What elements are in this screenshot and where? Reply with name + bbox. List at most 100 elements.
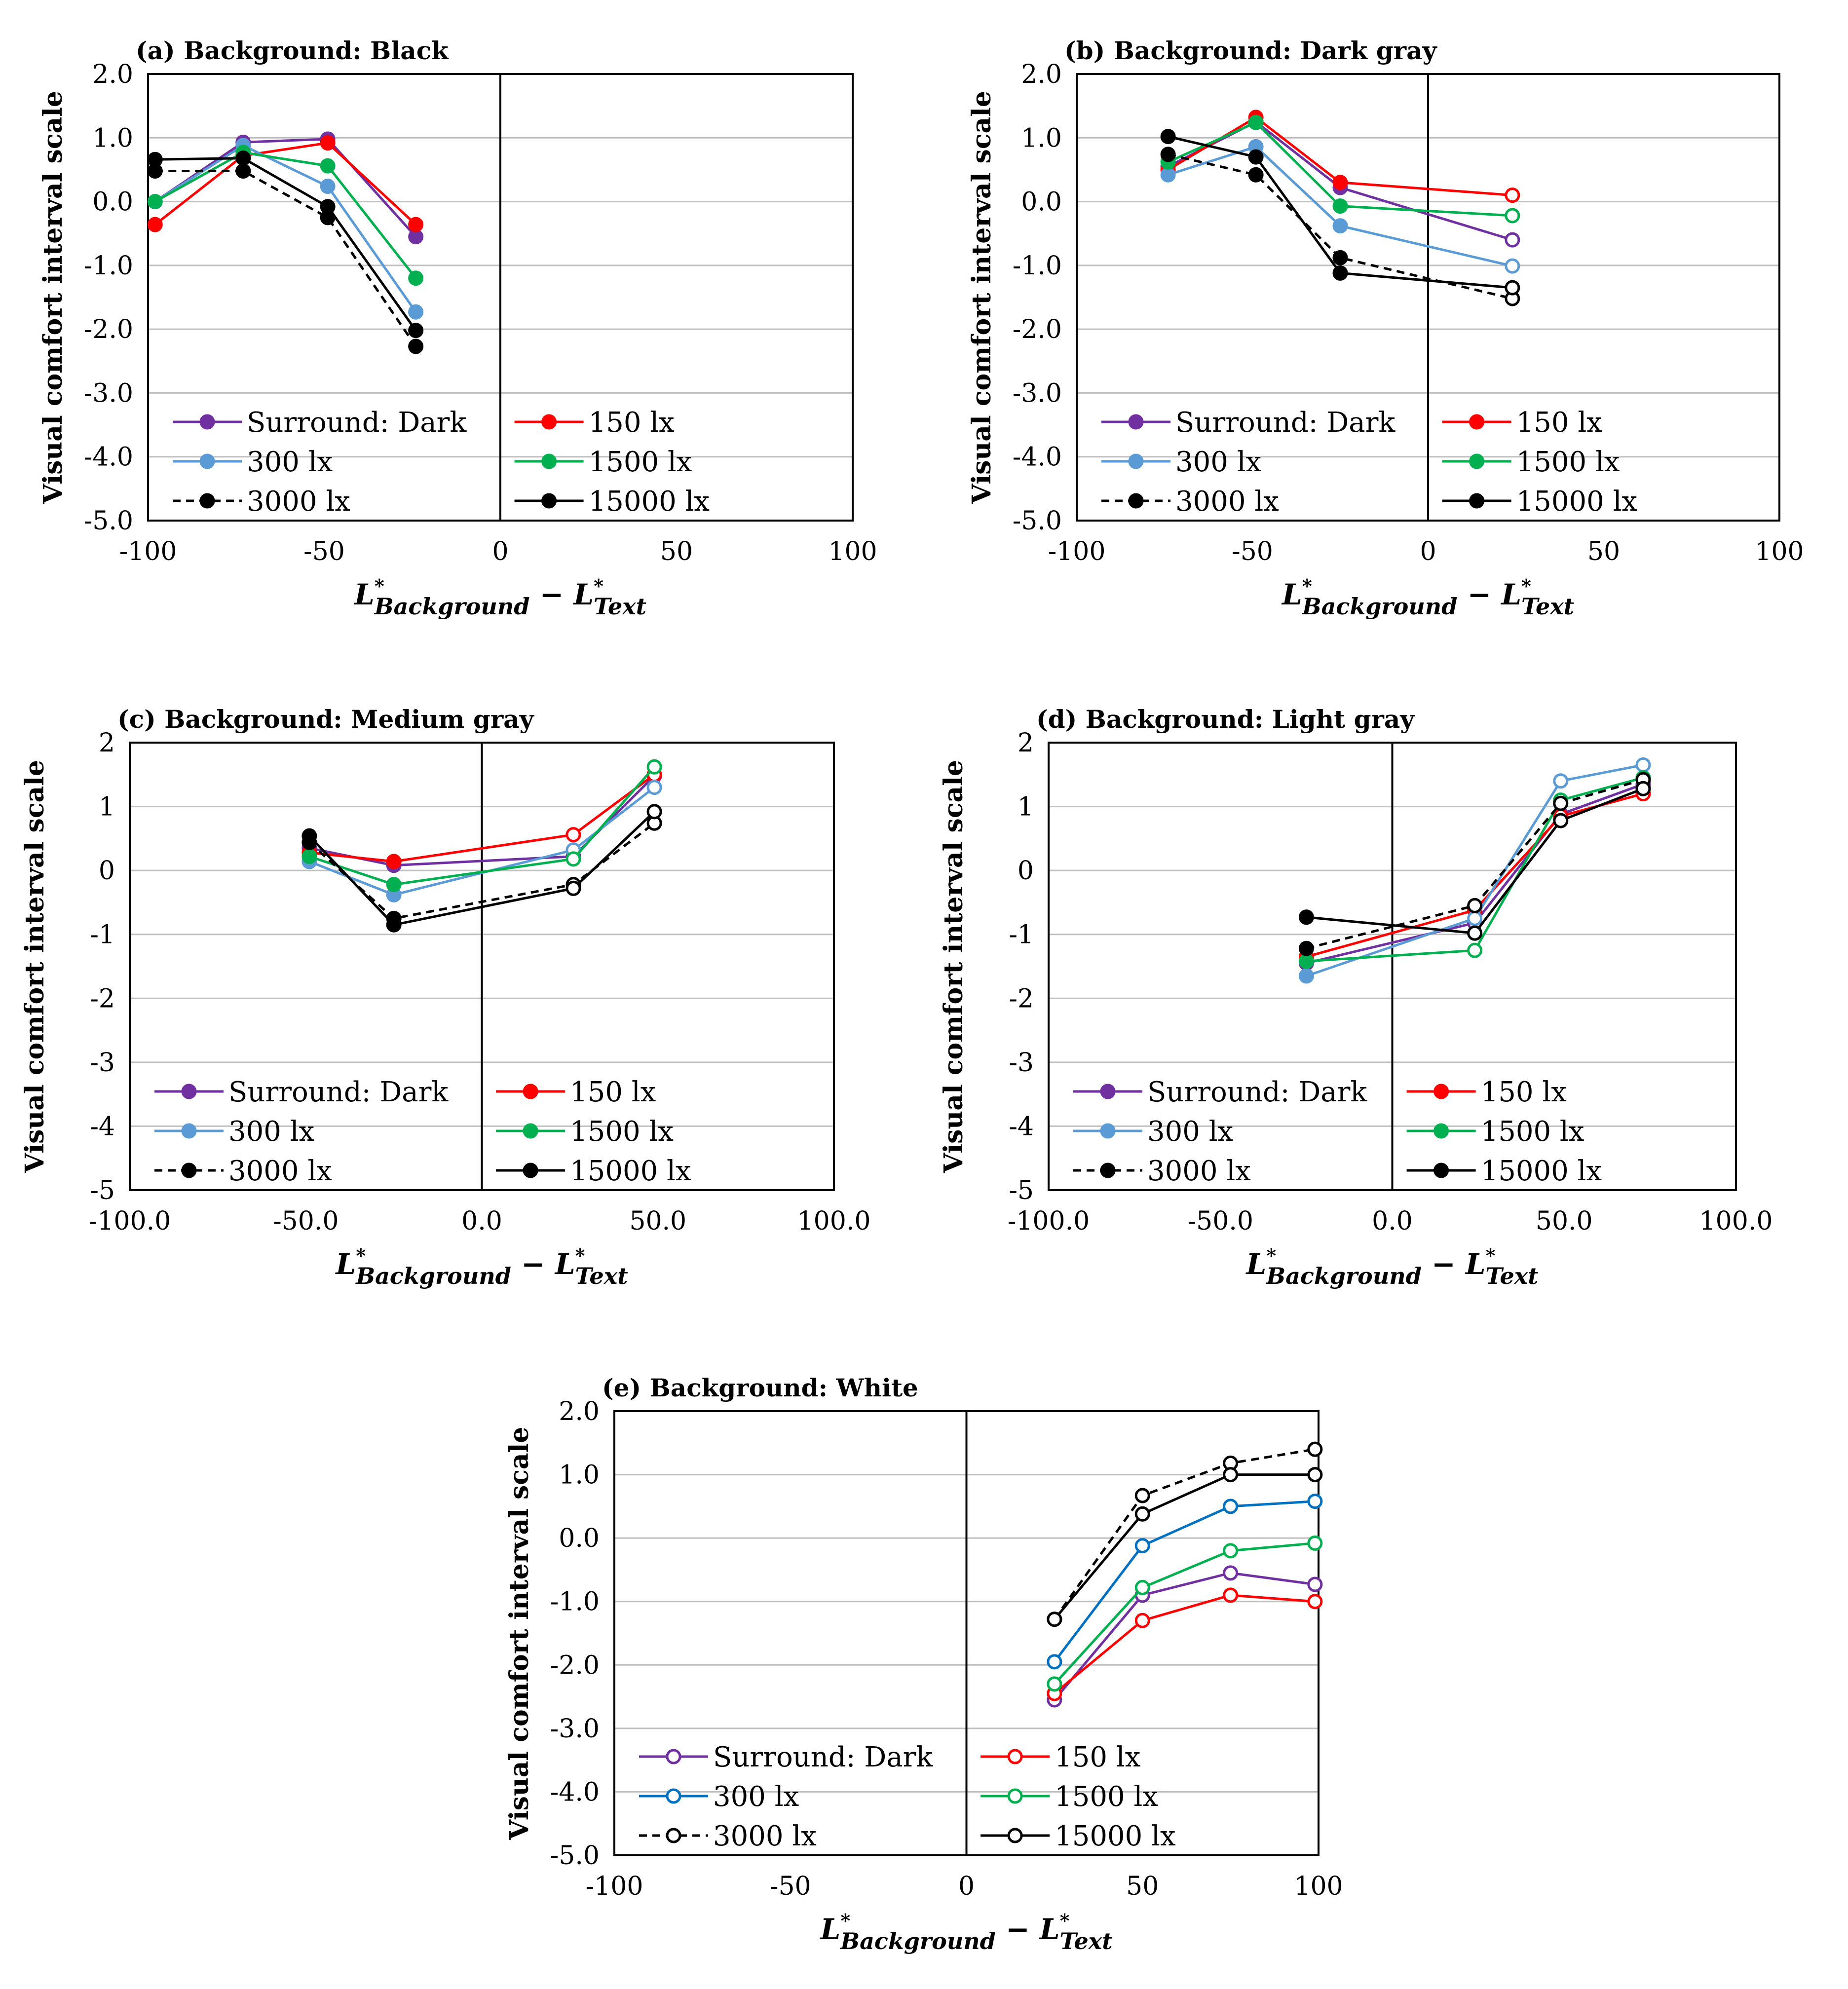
x-tick-label: -100 — [119, 537, 177, 566]
data-point — [1307, 1467, 1323, 1483]
data-point — [147, 151, 163, 167]
series-line-3 — [1168, 121, 1513, 217]
data-point — [1223, 1587, 1239, 1603]
series-line-0 — [1053, 1572, 1316, 1701]
y-tick-label: -5.0 — [550, 1841, 600, 1871]
data-point — [646, 759, 662, 775]
data-point — [320, 158, 336, 174]
x-tick-label: -100 — [1048, 537, 1106, 566]
y-tick-label: -5.0 — [1013, 506, 1062, 536]
y-tick-label: -3.0 — [84, 378, 133, 408]
legend-marker — [1007, 1749, 1023, 1764]
legend-label: 300 lx — [713, 1781, 799, 1813]
chart-title: (e) Background: White — [602, 1373, 918, 1402]
data-point — [1505, 208, 1520, 224]
y-tick-label: -4.0 — [550, 1777, 600, 1807]
x-tick-label: 50 — [1126, 1872, 1159, 1901]
y-tick-label: -2 — [90, 984, 115, 1013]
legend-label: 300 lx — [228, 1116, 314, 1148]
data-point — [408, 338, 424, 354]
y-axis-label: Visual comfort interval scale — [38, 91, 68, 504]
data-point — [1134, 1613, 1150, 1628]
data-point — [1635, 757, 1651, 773]
data-point — [1307, 1535, 1323, 1551]
legend-marker — [541, 453, 557, 469]
y-tick-label: -3 — [1009, 1048, 1034, 1078]
legend-marker — [1007, 1828, 1023, 1843]
data-point — [1505, 232, 1520, 248]
legend-label: 1500 lx — [1055, 1781, 1158, 1813]
x-tick-label: 100 — [1755, 537, 1804, 566]
legend-label: 15000 lx — [1055, 1820, 1175, 1852]
y-tick-label: -5 — [1009, 1176, 1034, 1205]
y-tick-label: -5 — [90, 1176, 115, 1205]
data-point — [1553, 773, 1569, 789]
legend-marker — [199, 493, 215, 509]
data-point — [1134, 1506, 1150, 1522]
data-point — [1134, 1579, 1150, 1595]
chart-title: (c) Background: Medium gray — [117, 705, 535, 734]
legend-label: 1500 lx — [570, 1116, 674, 1148]
data-point — [1332, 250, 1348, 265]
x-tick-label: 100.0 — [1699, 1206, 1773, 1236]
legend-label: 3000 lx — [1175, 486, 1279, 518]
data-point — [1505, 258, 1520, 274]
data-point — [1467, 942, 1483, 958]
data-point — [1307, 1441, 1323, 1457]
chart-title: (d) Background: Light gray — [1036, 705, 1415, 734]
data-point — [1553, 813, 1569, 828]
series-line-5 — [155, 157, 417, 332]
y-tick-label: -3.0 — [550, 1714, 600, 1744]
series-line-1 — [154, 141, 417, 226]
x-tick-label: 50 — [1587, 537, 1620, 566]
legend-label: 3000 lx — [713, 1820, 817, 1852]
series-line-5 — [1053, 1473, 1315, 1620]
series-line-3 — [1054, 1541, 1316, 1685]
data-point — [1505, 280, 1520, 296]
data-point — [566, 827, 581, 843]
y-tick-label: 2 — [99, 728, 115, 758]
y-tick-label: -3 — [90, 1048, 115, 1078]
legend-label: Surround: Dark — [228, 1076, 449, 1108]
data-point — [566, 880, 581, 896]
data-point — [1332, 198, 1348, 214]
chart-panel-d: (d) Background: Light gray210-1-2-3-4-5-… — [939, 705, 1773, 1289]
legend-marker — [1007, 1788, 1023, 1804]
data-point — [1298, 968, 1314, 984]
legend-marker — [1469, 493, 1485, 509]
data-point — [1332, 265, 1348, 281]
y-axis-label: Visual comfort interval scale — [504, 1426, 534, 1840]
chart-title: (b) Background: Dark gray — [1064, 36, 1437, 65]
data-point — [1223, 1565, 1239, 1581]
x-axis-label: L* Background − L* Text — [1245, 1244, 1539, 1289]
x-tick-label: 100 — [1294, 1872, 1343, 1901]
y-tick-label: 1.0 — [1021, 123, 1062, 153]
legend-label: Surround: Dark — [713, 1741, 933, 1773]
y-axis-label: Visual comfort interval scale — [967, 91, 997, 504]
y-tick-label: 2.0 — [559, 1397, 600, 1426]
data-point — [386, 877, 402, 893]
series-line-1 — [1054, 1594, 1316, 1695]
legend-marker — [523, 1084, 538, 1099]
data-point — [386, 917, 402, 933]
legend-label: 300 lx — [1147, 1116, 1233, 1148]
x-tick-label: -50 — [1232, 537, 1273, 566]
x-axis-label: L* Background − L* Text — [820, 1910, 1113, 1954]
legend-label: 3000 lx — [228, 1155, 332, 1187]
legend-marker — [1100, 1163, 1116, 1178]
data-point — [386, 854, 402, 869]
data-point — [646, 804, 662, 820]
data-point — [1160, 129, 1176, 145]
y-tick-label: 1 — [99, 792, 115, 822]
series-line-5 — [1306, 787, 1644, 935]
legend-label: 15000 lx — [1516, 486, 1637, 518]
legend-marker — [1433, 1163, 1449, 1178]
legend-marker — [666, 1828, 681, 1843]
data-point — [147, 194, 163, 210]
x-tick-label: 0 — [1420, 537, 1436, 566]
legend-label: 3000 lx — [247, 486, 350, 518]
y-tick-label: 0 — [99, 856, 115, 886]
data-point — [1332, 175, 1348, 190]
y-tick-label: -1.0 — [84, 251, 133, 281]
